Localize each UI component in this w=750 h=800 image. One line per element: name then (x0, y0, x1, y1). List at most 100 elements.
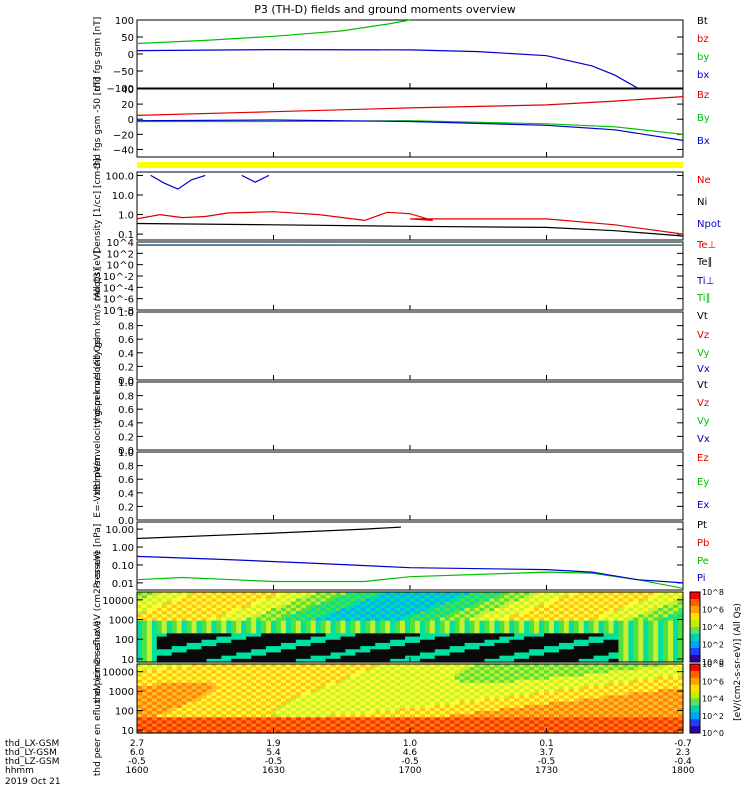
spectrogram-cell (360, 670, 366, 675)
spectrogram-cell (176, 689, 183, 693)
spectrogram-cell (548, 633, 555, 638)
spectrogram-cell (261, 598, 267, 603)
spectrogram-cell (405, 682, 411, 687)
spectrogram-cell (583, 642, 590, 647)
spectrogram-cell (439, 701, 446, 706)
spectrogram-cell (320, 726, 327, 731)
spectrogram-cell (539, 707, 545, 712)
spectrogram-cell (345, 695, 352, 700)
spectrogram-cell (226, 617, 232, 622)
spectrogram-cell (300, 592, 307, 596)
spectrogram-cell (206, 655, 213, 660)
spectrogram-cell (618, 682, 625, 687)
spectrogram-cell (146, 729, 153, 734)
spectrogram-cell (251, 682, 257, 687)
spectrogram-cell (553, 658, 560, 663)
spectrogram-cell (484, 607, 491, 612)
spectrogram-cell (509, 630, 515, 634)
spectrogram-cell (186, 595, 193, 599)
spectrogram-cell (360, 627, 366, 631)
y-tick-label: 1.0 (118, 211, 134, 222)
spectrogram-cell (310, 695, 317, 700)
spectrogram-cell (196, 652, 203, 657)
spectrogram-cell (548, 695, 555, 700)
spectrogram-cell (266, 695, 272, 700)
spectrogram-cell (558, 607, 565, 612)
spectrogram-cell (161, 652, 168, 657)
spectrogram-cell (355, 595, 361, 599)
spectrogram-cell (539, 601, 545, 606)
spectrogram-cell (568, 620, 575, 625)
spectrogram-cell (280, 598, 287, 603)
spectrogram-cell (221, 595, 227, 599)
spectrogram-cell (181, 595, 188, 599)
spectrogram-cell (424, 620, 431, 625)
spectrogram-cell (191, 692, 198, 696)
spectrogram-cell (573, 627, 580, 631)
spectrogram-cell (295, 711, 302, 715)
spectrogram-cell (658, 685, 664, 690)
spectrogram-cell (405, 642, 411, 647)
spectrogram-cell (628, 717, 634, 722)
spectrogram-cell (653, 649, 659, 654)
spectrogram-cell (380, 620, 386, 625)
spectrogram-cell (529, 701, 535, 706)
spectrogram-cell (494, 704, 500, 709)
spectrogram-cell (484, 595, 491, 599)
spectrogram-cell (166, 655, 173, 660)
spectrogram-cell (578, 607, 585, 612)
spectrogram-cell (241, 664, 247, 668)
spectrogram-cell (504, 695, 510, 700)
spectrogram-cell (280, 642, 287, 647)
spectrogram-cell (618, 673, 625, 678)
spectrogram-cell (544, 652, 550, 657)
spectrogram-cell (300, 717, 307, 722)
spectrogram-cell (464, 695, 471, 700)
y-tick-label: 0 (128, 50, 134, 61)
legend-Pt: Pt (697, 520, 707, 531)
spectrogram-cell (355, 670, 361, 675)
spectrogram-cell (553, 620, 560, 625)
spectrogram-cell (231, 707, 237, 712)
spectrogram-cell (375, 655, 381, 660)
spectrogram-cell (261, 646, 267, 650)
legend-Bz: Bz (697, 90, 709, 101)
spectrogram-cell (166, 614, 173, 619)
spectrogram-cell (380, 679, 386, 684)
spectrogram-cell (290, 655, 297, 660)
spectrogram-cell (275, 692, 282, 696)
spectrogram-cell (315, 604, 322, 609)
spectrogram-cell (643, 607, 649, 612)
spectrogram-cell (186, 679, 193, 684)
spectrogram-cell (524, 698, 530, 703)
spectrogram-cell (186, 720, 193, 725)
spectrogram-cell (489, 646, 495, 650)
spectrogram-cell (241, 729, 247, 734)
spectrogram-cell (454, 726, 461, 731)
spectrogram-cell (380, 623, 386, 628)
spectrogram-cell (429, 655, 436, 660)
spectrogram-cell (176, 698, 183, 703)
spectrogram-cell (226, 704, 232, 709)
spectrogram-cell (231, 698, 237, 703)
spectrogram-cell (405, 695, 411, 700)
spectrogram-cell (216, 630, 222, 634)
spectrogram-cell (211, 723, 218, 728)
spectrogram-cell (300, 685, 307, 690)
spectrogram-cell (405, 627, 411, 631)
spectrogram-cell (186, 636, 193, 641)
spectrogram-cell (534, 698, 540, 703)
spectrogram-cell (434, 636, 441, 641)
spectrogram-cell (419, 714, 426, 718)
spectrogram-cell (410, 652, 416, 657)
spectrogram-cell (578, 649, 585, 654)
spectrogram-cell (226, 685, 232, 690)
spectrogram-cell (464, 707, 471, 712)
spectrogram-cell (166, 620, 173, 625)
spectrogram-cell (405, 707, 411, 712)
spectrogram-cell (261, 720, 267, 725)
spectrogram-cell (633, 667, 639, 671)
spectrogram-cell (400, 679, 406, 684)
spectrogram-cell (603, 698, 610, 703)
spectrogram-cell (608, 704, 615, 709)
